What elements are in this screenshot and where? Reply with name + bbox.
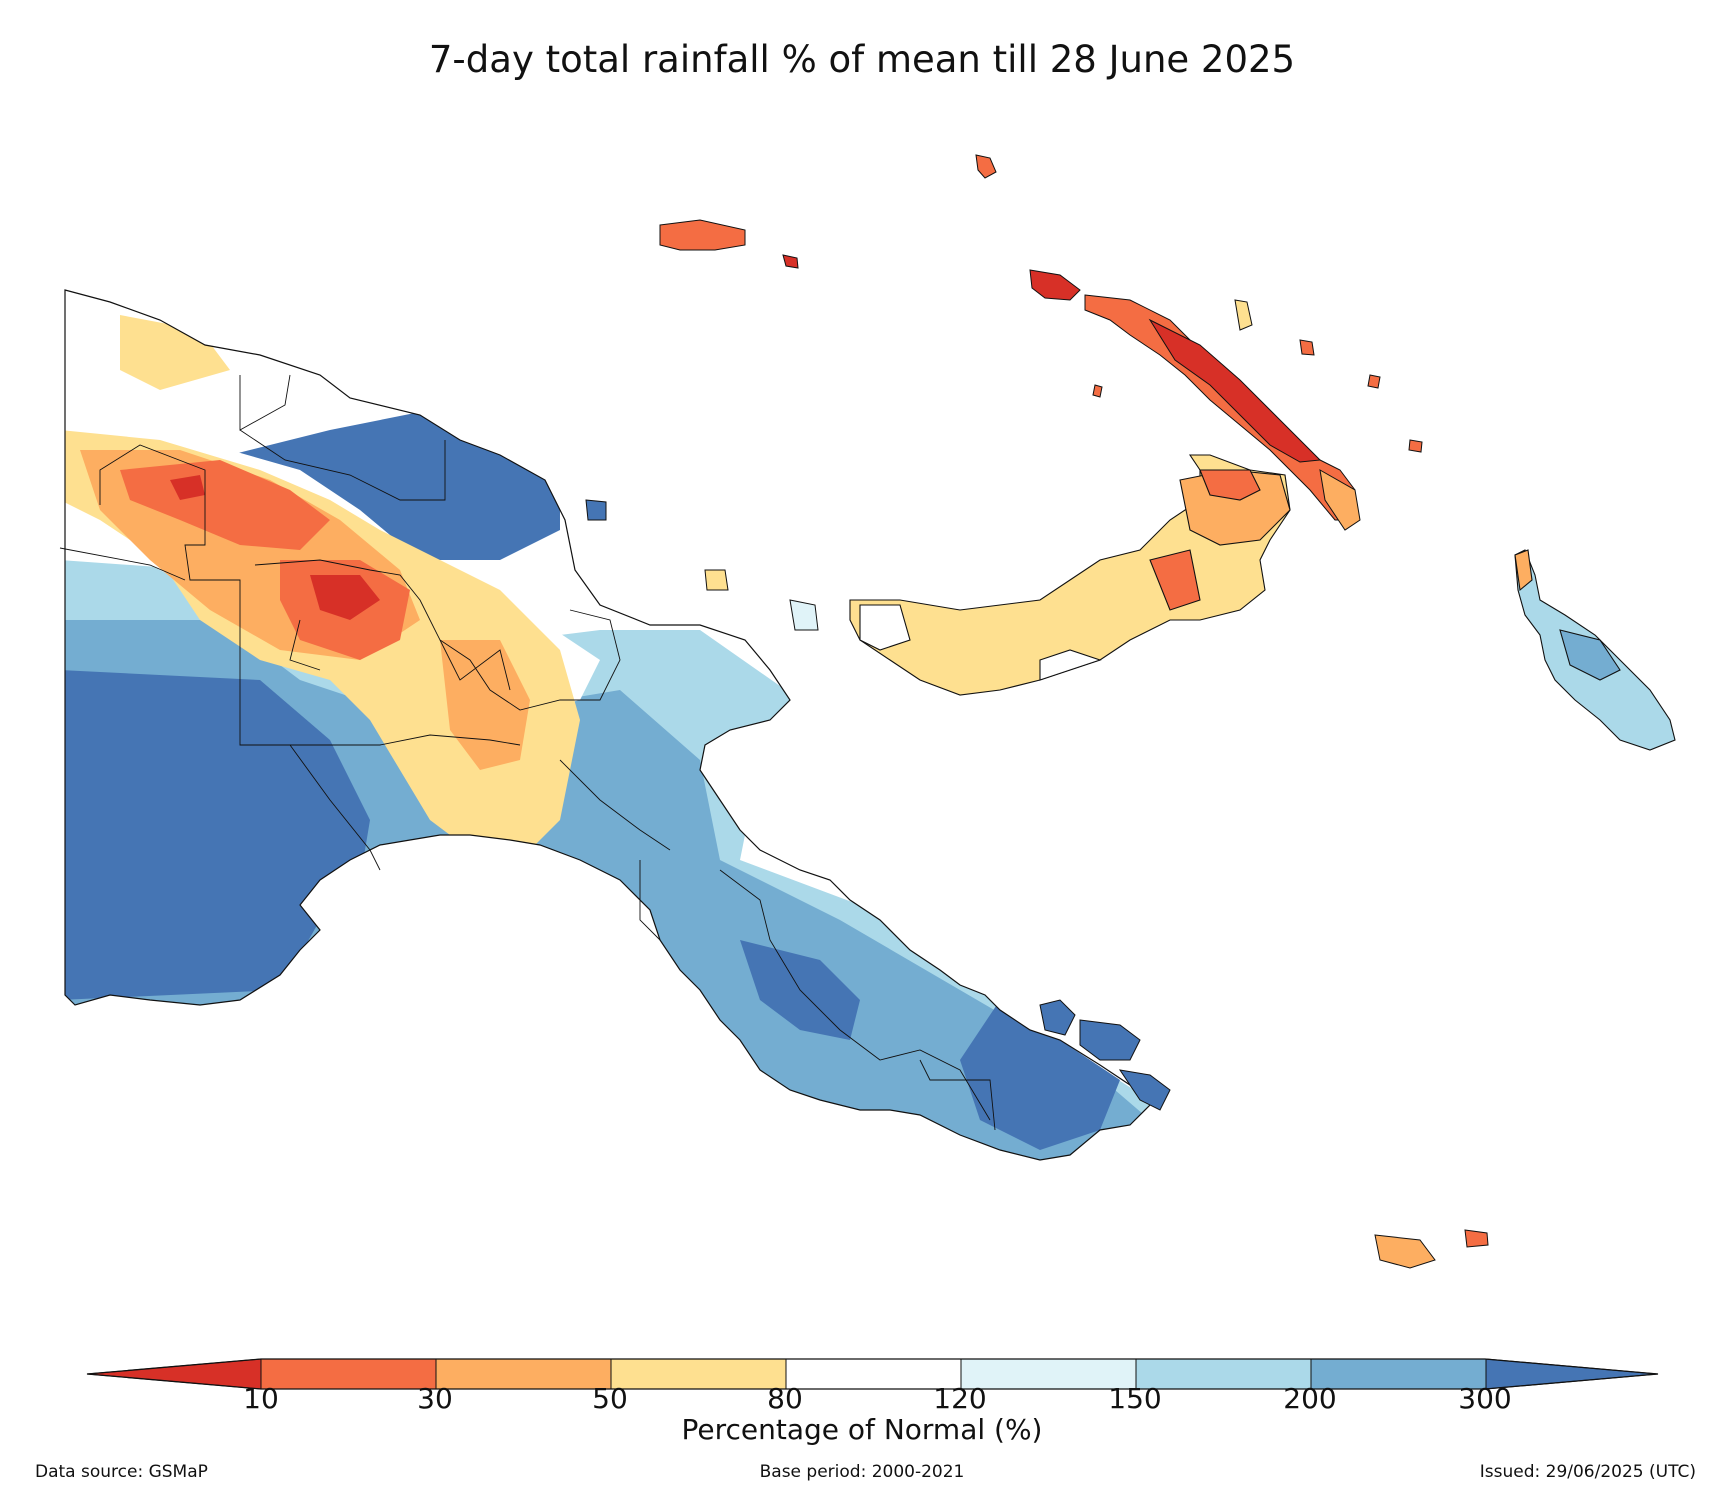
- colorbar-segment-30-50: [435, 1358, 612, 1390]
- colorbar-segment-80-120: [785, 1358, 962, 1390]
- colorbar-segment-lt10: [86, 1358, 262, 1390]
- colorbar-segment-50-80: [610, 1358, 787, 1390]
- island-new-britain: [849, 454, 1291, 696]
- colorbar-label: Percentage of Normal (%): [681, 1413, 1043, 1446]
- colorbar-tick-120: 120: [933, 1382, 987, 1415]
- colorbar-segment-120-150: [960, 1358, 1137, 1390]
- province-boundaries: [59, 374, 996, 1131]
- data-source-note: Data source: GSMaP: [35, 1462, 208, 1482]
- base-period-note: Base period: 2000-2021: [759, 1462, 965, 1482]
- colorbar-segment-150-200: [1135, 1358, 1312, 1390]
- colorbar-tick-200: 200: [1283, 1382, 1337, 1415]
- issued-note: Issued: 29/06/2025 (UTC): [1479, 1462, 1696, 1482]
- colorbar-segment-10-30: [260, 1358, 437, 1390]
- islands-north: [585, 154, 1423, 631]
- rainfall-map: [59, 154, 1676, 1269]
- colorbar-segment-gt300: [1485, 1358, 1659, 1390]
- colorbar-tick-150: 150: [1108, 1382, 1162, 1415]
- map-title: 7-day total rainfall % of mean till 28 J…: [428, 38, 1296, 81]
- island-bougainville: [1514, 549, 1676, 751]
- colorbar-tick-50: 50: [592, 1382, 628, 1415]
- colorbar-tick-300: 300: [1458, 1382, 1512, 1415]
- colorbar-outline: [86, 1358, 1659, 1390]
- colorbar-segments: [86, 1358, 1659, 1390]
- colorbar-tick-10: 10: [243, 1382, 279, 1415]
- colorbar-tick-80: 80: [767, 1382, 803, 1415]
- colorbar-tick-30: 30: [417, 1382, 453, 1415]
- islands-southeast: [1039, 999, 1489, 1269]
